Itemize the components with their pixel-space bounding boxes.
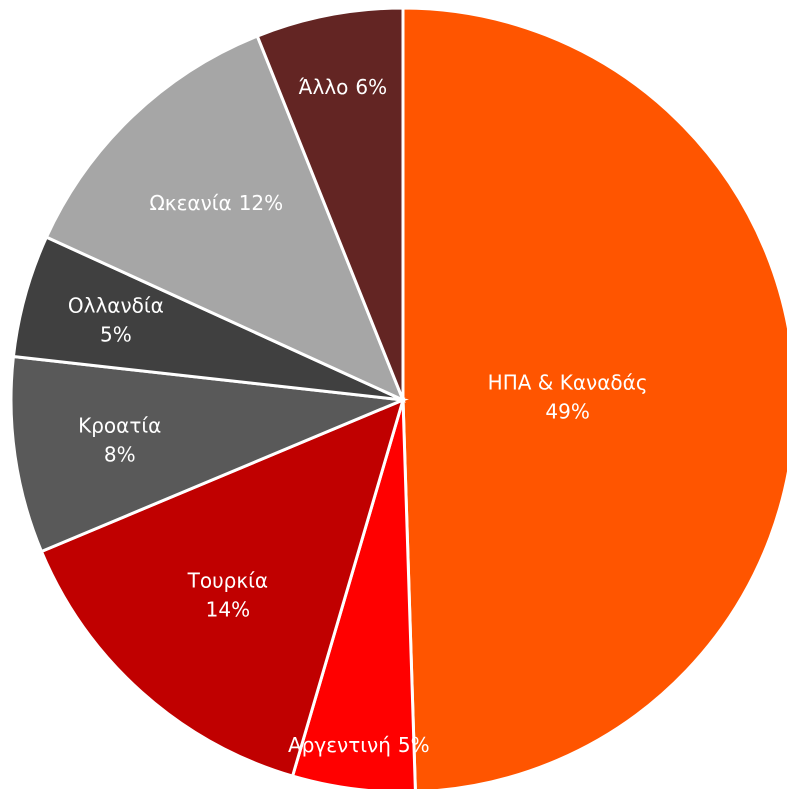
category-label: Ολλανδία — [68, 293, 164, 317]
slice-label: Άλλο 6% — [299, 75, 388, 99]
value-label: 6% — [355, 75, 387, 99]
category-label: Άλλο — [299, 75, 349, 99]
pie-slice — [255, 6, 405, 401]
pie-slice — [401, 6, 787, 789]
pie-slice — [44, 34, 406, 403]
slice-label: Ωκεανία 12% — [150, 191, 284, 215]
value-label: 8% — [104, 442, 136, 466]
category-label: Ωκεανία — [150, 191, 232, 215]
category-label: Κροατία — [78, 413, 161, 437]
category-label: ΗΠΑ & Καναδάς — [488, 370, 648, 394]
value-label: 5% — [398, 733, 430, 757]
value-label: 5% — [100, 322, 132, 346]
slice-label: Αργεντινή 5% — [288, 733, 430, 757]
slice-label: Ολλανδία 5% — [68, 293, 164, 346]
slice-label: Τουρκία 14% — [187, 568, 268, 621]
value-label: 49% — [545, 399, 589, 423]
slice-label: Κροατία 8% — [78, 413, 161, 466]
pie-slice — [9, 354, 409, 554]
slice-label: ΗΠΑ & Καναδάς 49% — [488, 370, 648, 423]
category-label: Τουρκία — [187, 568, 268, 592]
value-label: 14% — [206, 597, 250, 621]
value-label: 12% — [239, 191, 283, 215]
pie-slice — [39, 397, 406, 778]
category-label: Αργεντινή — [288, 733, 391, 757]
